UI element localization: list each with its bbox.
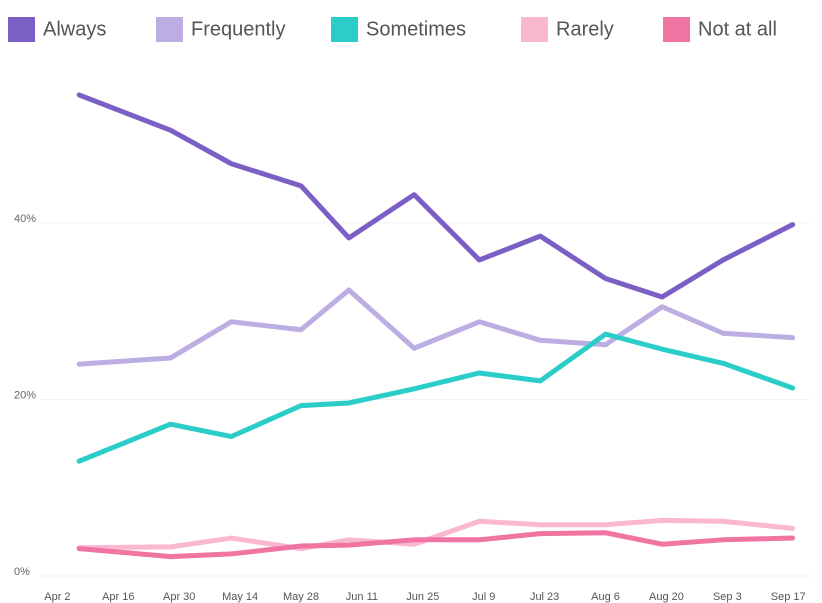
legend-label: Rarely bbox=[556, 18, 614, 40]
y-tick-label: 0% bbox=[14, 566, 30, 578]
x-tick-label: Apr 16 bbox=[102, 591, 134, 603]
x-tick-label: May 28 bbox=[283, 591, 319, 603]
legend-swatch bbox=[663, 17, 690, 42]
x-tick-label: Sep 17 bbox=[771, 591, 806, 603]
series-line bbox=[76, 92, 796, 300]
x-tick-label: Jun 11 bbox=[346, 591, 378, 603]
legend-label: Sometimes bbox=[366, 18, 466, 40]
x-tick-label: Jul 23 bbox=[530, 591, 559, 603]
x-tick-label: Apr 30 bbox=[163, 591, 195, 603]
legend-swatch bbox=[156, 17, 183, 42]
legend-swatch bbox=[331, 17, 358, 42]
series-line bbox=[76, 331, 796, 464]
x-tick-label: May 14 bbox=[222, 591, 258, 603]
x-tick-label: Jul 9 bbox=[472, 591, 495, 603]
legend-label: Always bbox=[43, 18, 106, 40]
x-tick-label: Aug 20 bbox=[649, 591, 684, 603]
legend-swatch bbox=[521, 17, 548, 42]
series-line bbox=[76, 287, 796, 367]
legend-swatch bbox=[8, 17, 35, 42]
series-line bbox=[76, 530, 796, 560]
y-tick-label: 40% bbox=[14, 213, 36, 225]
y-tick-label: 20% bbox=[14, 389, 36, 401]
series-line bbox=[76, 517, 796, 552]
x-tick-label: Jun 25 bbox=[406, 591, 439, 603]
x-tick-label: Aug 6 bbox=[591, 591, 620, 603]
legend-label: Not at all bbox=[698, 18, 777, 40]
legend-label: Frequently bbox=[191, 18, 286, 40]
x-tick-label: Sep 3 bbox=[713, 591, 742, 603]
x-tick-label: Apr 2 bbox=[44, 591, 70, 603]
